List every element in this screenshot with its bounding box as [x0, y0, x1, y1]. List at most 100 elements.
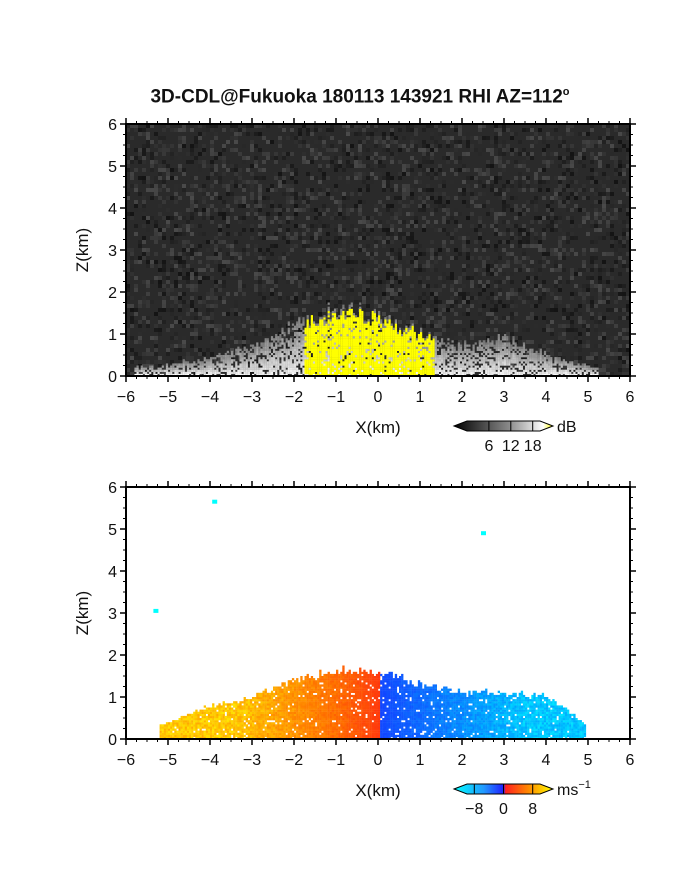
noise-cell [598, 312, 602, 316]
noise-cell [506, 240, 510, 244]
noise-cell [598, 272, 602, 276]
echo-cell [241, 355, 244, 358]
noise-cell [262, 332, 266, 336]
noise-cell [210, 304, 214, 308]
echo-cell [348, 323, 351, 326]
noise-cell [174, 344, 178, 348]
noise-cell [210, 144, 214, 148]
noise-cell [282, 236, 286, 240]
echo-cell [342, 357, 345, 360]
noise-cell [626, 136, 630, 140]
noise-cell [286, 276, 290, 280]
echo-cell [310, 336, 313, 339]
noise-cell [498, 144, 502, 148]
echo-cell [336, 327, 339, 330]
noise-cell [426, 152, 430, 156]
noise-cell [182, 168, 186, 172]
noise-cell [530, 144, 534, 148]
echo-cell [296, 325, 299, 328]
noise-cell [414, 216, 418, 220]
noise-cell [382, 144, 386, 148]
noise-cell [338, 208, 342, 212]
noise-cell [618, 264, 622, 268]
noise-cell [618, 148, 622, 152]
noise-cell [298, 228, 302, 232]
noise-cell [498, 232, 502, 236]
noise-cell [506, 320, 510, 324]
noise-cell [554, 308, 558, 312]
noise-cell [622, 284, 626, 288]
noise-cell [310, 352, 314, 356]
echo-cell [258, 348, 261, 351]
noise-cell [562, 324, 566, 328]
noise-cell [314, 164, 318, 168]
echo-cell [336, 344, 339, 347]
echo-cell [344, 352, 347, 356]
noise-cell [314, 312, 318, 316]
echo-cell [312, 334, 316, 337]
noise-cell [410, 272, 414, 276]
echo-cell [228, 355, 232, 358]
echo-cell [247, 369, 250, 372]
noise-cell [606, 220, 610, 224]
noise-cell [170, 336, 174, 340]
noise-cell [266, 128, 270, 132]
echo-cell [327, 319, 330, 322]
echo-cell [138, 369, 141, 372]
noise-cell [262, 152, 266, 156]
noise-cell [350, 268, 354, 272]
noise-cell [358, 172, 362, 176]
noise-cell [602, 204, 606, 208]
echo-cell [300, 361, 303, 364]
echo-cell [352, 338, 355, 341]
echo-cell [212, 365, 215, 368]
noise-cell [602, 332, 606, 336]
noise-cell [442, 284, 446, 288]
echo-cell [319, 331, 322, 335]
noise-cell [590, 168, 594, 172]
noise-cell [298, 136, 302, 140]
noise-cell [166, 348, 170, 352]
noise-cell [190, 204, 194, 208]
noise-cell [438, 308, 442, 312]
noise-cell [518, 164, 522, 168]
noise-cell [238, 204, 242, 208]
noise-cell [226, 260, 230, 264]
noise-cell [146, 360, 150, 364]
echo-cell [239, 363, 242, 366]
echo-cell [291, 348, 295, 351]
noise-cell [250, 156, 254, 160]
noise-cell [538, 260, 542, 264]
noise-cell [398, 236, 402, 240]
echo-cell [350, 327, 353, 330]
noise-cell [170, 344, 174, 348]
noise-cell [530, 284, 534, 288]
noise-cell [558, 264, 562, 268]
noise-cell [358, 264, 362, 268]
echo-cell [352, 342, 355, 345]
noise-cell [290, 280, 294, 284]
noise-cell [450, 284, 454, 288]
echo-cell [352, 325, 355, 328]
echo-cell [327, 308, 330, 312]
noise-cell [214, 124, 218, 128]
echo-cell [174, 371, 177, 375]
noise-cell [374, 268, 378, 272]
noise-cell [434, 260, 438, 264]
echo-cell [306, 342, 309, 345]
noise-cell [550, 228, 554, 232]
noise-cell [246, 204, 250, 208]
noise-cell [306, 240, 310, 244]
noise-cell [390, 272, 394, 276]
echo-cell [300, 348, 303, 351]
echo-cell [338, 357, 341, 360]
noise-cell [170, 296, 174, 300]
echo-cell [310, 357, 313, 360]
noise-cell [250, 308, 254, 312]
echo-cell [306, 323, 309, 326]
echo-cell [310, 321, 313, 324]
echo-cell [283, 369, 286, 372]
noise-cell [174, 264, 178, 268]
noise-cell [570, 172, 574, 176]
echo-cell [306, 334, 309, 337]
